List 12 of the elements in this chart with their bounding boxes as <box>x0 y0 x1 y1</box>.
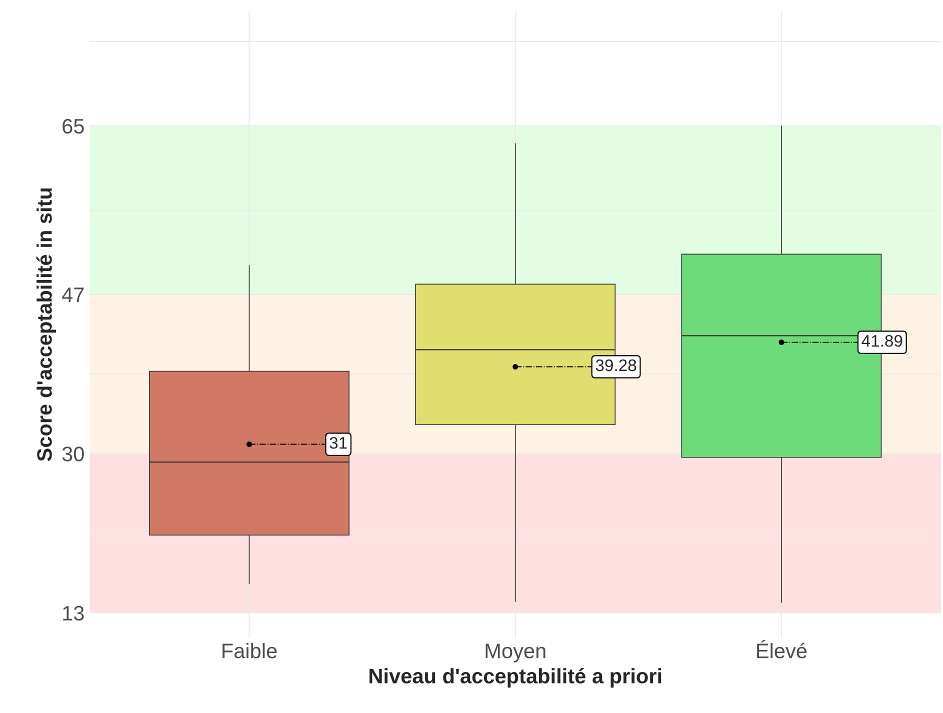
annotation: 39.28 <box>596 359 636 372</box>
x-axis-title: Niveau d'acceptabilité a priori <box>370 668 662 688</box>
x-tick-label: Faible <box>222 642 277 658</box>
y-tick-label: 30 <box>62 446 84 462</box>
annotation: 31 <box>330 436 347 449</box>
y-tick-label: 47 <box>62 288 84 302</box>
y-tick-label: 65 <box>62 118 84 134</box>
annotation: 41.89 <box>862 334 902 347</box>
x-tick-label: Élevé <box>757 640 807 658</box>
y-axis-title: Score d'acceptabilité in situ <box>36 188 56 462</box>
x-tick-label: Moyen <box>486 644 546 662</box>
y-tick-label: 13 <box>63 606 84 621</box>
